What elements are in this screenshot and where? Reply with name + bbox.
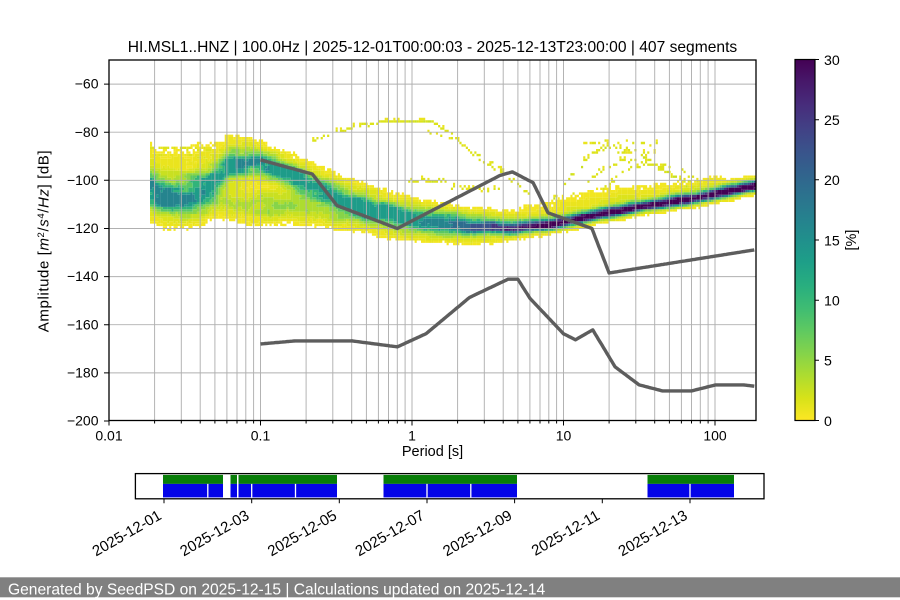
svg-text:15: 15: [824, 233, 840, 249]
svg-text:Amplitude [m2/s4/Hz] [dB]: Amplitude [m2/s4/Hz] [dB]: [35, 150, 52, 332]
svg-text:Period [s]: Period [s]: [402, 444, 463, 460]
svg-text:−60: −60: [75, 76, 99, 92]
svg-text:−200: −200: [67, 413, 99, 429]
svg-text:Generated by SeedPSD on 2025-1: Generated by SeedPSD on 2025-12-15 | Cal…: [8, 581, 546, 598]
svg-text:[%]: [%]: [844, 230, 860, 251]
svg-text:−80: −80: [75, 124, 99, 140]
svg-text:HI.MSL1..HNZ | 100.0Hz | 2025-: HI.MSL1..HNZ | 100.0Hz | 2025-12-01T00:0…: [128, 39, 738, 56]
svg-text:0.1: 0.1: [251, 428, 271, 444]
svg-text:0.01: 0.01: [95, 428, 122, 444]
svg-text:10: 10: [824, 294, 840, 310]
svg-text:20: 20: [824, 173, 840, 189]
svg-text:−180: −180: [67, 365, 99, 381]
svg-text:5: 5: [824, 354, 832, 370]
svg-text:10: 10: [556, 428, 572, 444]
svg-text:30: 30: [824, 53, 840, 69]
svg-text:1: 1: [408, 428, 416, 444]
svg-text:25: 25: [824, 113, 840, 129]
svg-text:−100: −100: [67, 172, 99, 188]
svg-text:−120: −120: [67, 220, 99, 236]
svg-text:−160: −160: [67, 316, 99, 332]
svg-text:100: 100: [703, 428, 727, 444]
svg-text:0: 0: [824, 414, 832, 430]
svg-text:−140: −140: [67, 268, 99, 284]
